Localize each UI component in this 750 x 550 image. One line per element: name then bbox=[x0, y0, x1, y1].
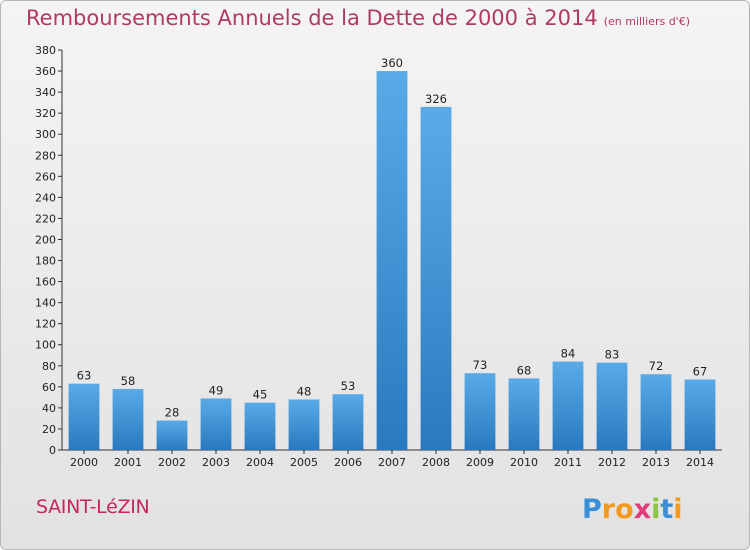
x-axis: 2000 2001 2002 2003 2004 2005 2006 2007 2008 2009… bbox=[62, 449, 722, 469]
x-tick-label: 2004 bbox=[246, 456, 274, 469]
y-tick-label: 300 bbox=[35, 128, 56, 141]
y-tick-label: 120 bbox=[35, 318, 56, 331]
x-tick-label: 2001 bbox=[114, 456, 142, 469]
x-tick-label: 2002 bbox=[158, 456, 186, 469]
y-tick-label: 200 bbox=[35, 233, 56, 246]
x-tick-label: 2010 bbox=[510, 456, 538, 469]
y-tick-label: 360 bbox=[35, 65, 56, 78]
chart-title: Remboursements Annuels de la Dette de 20… bbox=[26, 6, 690, 30]
bar bbox=[244, 402, 276, 450]
x-tick-label: 2006 bbox=[334, 456, 362, 469]
y-tick-label: 340 bbox=[35, 86, 56, 99]
bar-value-label: 58 bbox=[121, 374, 136, 388]
bar-value-label: 68 bbox=[517, 363, 532, 377]
bar bbox=[420, 106, 452, 450]
x-tick-label: 2013 bbox=[642, 456, 670, 469]
bar-value-label: 72 bbox=[649, 359, 664, 373]
bar-value-label: 48 bbox=[297, 384, 312, 398]
y-tick-label: 380 bbox=[35, 44, 56, 57]
bar-value-label: 67 bbox=[693, 364, 708, 378]
bar-value-label: 84 bbox=[561, 347, 576, 361]
value-labels: 63 58 28 49 45 48 53 360 326 73 68 84 83 72 67 bbox=[77, 56, 708, 419]
bar-value-label: 45 bbox=[253, 388, 268, 402]
bar bbox=[552, 361, 584, 450]
bar-value-label: 28 bbox=[165, 406, 180, 420]
bar bbox=[288, 399, 320, 450]
y-tick-label: 100 bbox=[35, 339, 56, 352]
svg-text:Proxiti: Proxiti bbox=[582, 494, 683, 525]
bar bbox=[464, 373, 496, 450]
bar-value-label: 49 bbox=[209, 383, 224, 397]
bars bbox=[68, 71, 716, 450]
y-tick-label: 80 bbox=[42, 360, 56, 373]
bar-value-label: 360 bbox=[381, 56, 403, 70]
bar bbox=[112, 388, 144, 450]
bar bbox=[596, 362, 628, 450]
bar bbox=[332, 394, 364, 450]
y-tick-label: 140 bbox=[35, 297, 56, 310]
proxiti-logo: Proxiti bbox=[582, 494, 683, 525]
bar bbox=[200, 398, 232, 450]
y-tick-label: 220 bbox=[35, 212, 56, 225]
x-tick-label: 2008 bbox=[422, 456, 450, 469]
x-tick-label: 2005 bbox=[290, 456, 318, 469]
y-axis: 0 20 40 60 80 100 120 140 160 180 200 220 240 260 280 3… bbox=[35, 44, 63, 457]
x-tick-label: 2003 bbox=[202, 456, 230, 469]
bar bbox=[156, 420, 188, 450]
bar-value-label: 83 bbox=[605, 348, 620, 362]
y-tick-label: 20 bbox=[42, 423, 56, 436]
y-tick-label: 260 bbox=[35, 170, 56, 183]
bar-value-label: 63 bbox=[77, 369, 92, 383]
chart-title-text: Remboursements Annuels de la Dette de 20… bbox=[26, 6, 598, 30]
x-tick-label: 2000 bbox=[70, 456, 98, 469]
y-tick-label: 280 bbox=[35, 149, 56, 162]
x-tick-label: 2011 bbox=[554, 456, 582, 469]
x-tick-label: 2012 bbox=[598, 456, 626, 469]
y-tick-label: 180 bbox=[35, 255, 56, 268]
bar-value-label: 326 bbox=[425, 92, 447, 106]
bar bbox=[640, 374, 672, 450]
bar-value-label: 53 bbox=[341, 379, 356, 393]
chart-units: (en milliers d'€) bbox=[603, 15, 690, 28]
y-tick-label: 240 bbox=[35, 191, 56, 204]
bar-value-label: 73 bbox=[473, 358, 488, 372]
bar bbox=[376, 71, 408, 450]
y-tick-label: 160 bbox=[35, 276, 56, 289]
y-tick-label: 60 bbox=[42, 381, 56, 394]
y-tick-label: 0 bbox=[49, 444, 56, 457]
x-tick-label: 2007 bbox=[378, 456, 406, 469]
bar bbox=[68, 383, 100, 450]
x-tick-label: 2009 bbox=[466, 456, 494, 469]
bar bbox=[508, 378, 540, 450]
y-tick-label: 320 bbox=[35, 107, 56, 120]
y-tick-label: 40 bbox=[42, 402, 56, 415]
commune-name: SAINT-LéZIN bbox=[36, 496, 150, 518]
bar bbox=[684, 379, 716, 450]
x-tick-label: 2014 bbox=[686, 456, 714, 469]
